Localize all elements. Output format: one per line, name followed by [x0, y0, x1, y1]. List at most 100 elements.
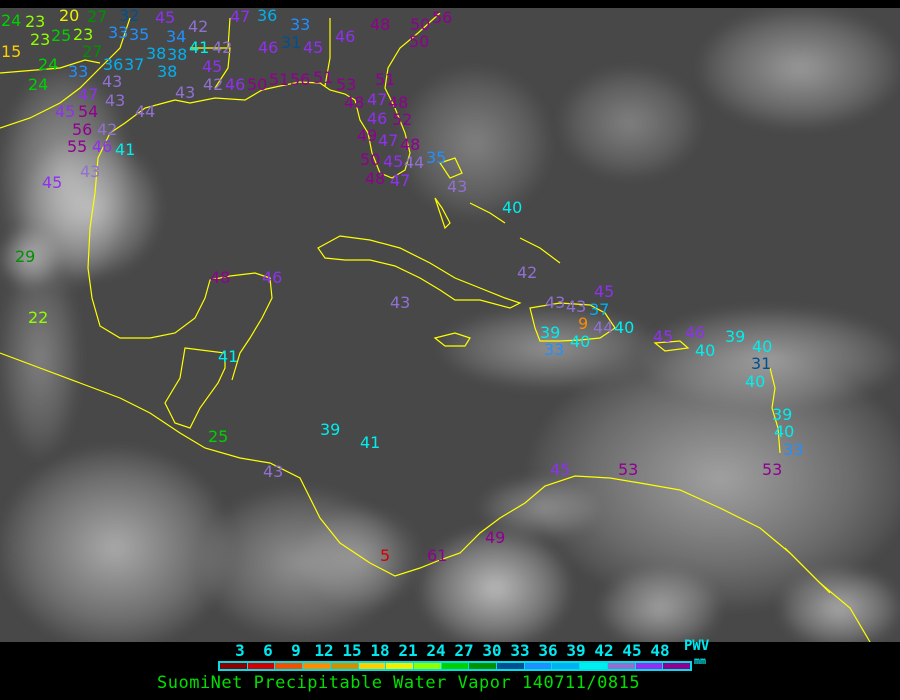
legend-tick-label: 36 [538, 641, 558, 660]
coastline [164, 347, 226, 429]
station-pwv-label: 20 [59, 8, 80, 25]
station-pwv-label: 48 [400, 135, 421, 154]
station-pwv-label: 49 [485, 528, 506, 547]
station-pwv-label: 61 [427, 546, 448, 565]
station-pwv-label: 50 [360, 150, 381, 169]
station-pwv-label: 48 [344, 93, 365, 112]
cloud-mass [300, 508, 420, 608]
legend-tick-label: 45 [622, 641, 642, 660]
station-pwv-label: 46 [367, 109, 388, 128]
legend-swatch [247, 663, 275, 669]
legend-tick-label: 12 [314, 641, 334, 660]
station-pwv-label: 33 [68, 62, 89, 81]
station-pwv-label: 53 [762, 460, 783, 479]
coastline [434, 157, 561, 264]
legend-swatch [607, 663, 635, 669]
station-pwv-label: 33 [544, 340, 565, 359]
station-pwv-label: 24 [28, 75, 49, 94]
station-pwv-label: 47 [78, 85, 99, 104]
station-pwv-label: 41 [189, 38, 210, 57]
station-pwv-label: 51 [375, 70, 396, 89]
station-pwv-label: 56 [432, 8, 453, 27]
station-pwv-label: 46 [685, 323, 706, 342]
station-pwv-label: 39 [772, 405, 793, 424]
station-pwv-label: 45 [594, 282, 615, 301]
legend-swatch [580, 663, 607, 669]
legend-swatch [303, 663, 330, 669]
station-pwv-label: 24 [1, 11, 22, 30]
station-pwv-label: 44 [404, 153, 425, 172]
station-pwv-label: 45 [55, 102, 76, 121]
legend-colorbar [218, 661, 692, 671]
station-pwv-label: 45 [550, 460, 571, 479]
legend-tick-label: 9 [291, 641, 301, 660]
legend-tick-label: 15 [342, 641, 362, 660]
station-pwv-label: 38 [146, 44, 167, 63]
station-pwv-label: 50 [409, 32, 430, 51]
station-pwv-label: 51 [313, 68, 334, 87]
legend-tick-label: 30 [482, 641, 502, 660]
legend-tick-label: 21 [398, 641, 418, 660]
station-pwv-label: 48 [365, 169, 386, 188]
station-pwv-label: 46 [335, 27, 356, 46]
station-pwv-label: 48 [388, 93, 409, 112]
station-pwv-label: 48 [370, 15, 391, 34]
station-pwv-label: 43 [102, 72, 123, 91]
station-pwv-label: 39 [725, 327, 746, 346]
legend-swatch [358, 663, 386, 669]
station-pwv-label: 43 [390, 293, 411, 312]
station-pwv-label: 39 [540, 323, 561, 342]
legend-tick-label: 24 [426, 641, 446, 660]
legend-swatch [552, 663, 580, 669]
legend-swatch [413, 663, 441, 669]
station-pwv-label: 53 [618, 460, 639, 479]
station-pwv-label: 9 [578, 314, 589, 333]
legend-tick-label: 18 [370, 641, 390, 660]
color-legend: 3 6 9 12 15 18 21 24 27 30 33 36 39 42 45 48 PWV mm Suo… [0, 639, 900, 700]
station-pwv-label: 43 [105, 91, 126, 110]
station-pwv-label: 47 [367, 90, 388, 109]
station-pwv-label: 35 [129, 25, 150, 44]
cloud-mass [600, 568, 720, 642]
station-pwv-label: 41 [115, 140, 136, 159]
station-pwv-label: 47 [378, 131, 399, 150]
station-pwv-label: 31 [751, 354, 772, 373]
station-pwv-label: 45 [653, 327, 674, 346]
station-pwv-label: 45 [383, 152, 404, 171]
cloud-mass [0, 448, 230, 642]
station-pwv-label: 44 [593, 318, 614, 337]
station-pwv-label: 31 [281, 33, 302, 52]
station-pwv-label: 42 [212, 38, 233, 57]
station-pwv-label: 27 [82, 42, 103, 61]
station-pwv-label: 37 [589, 300, 610, 319]
station-pwv-label: 51 [269, 70, 290, 89]
station-pwv-label: 34 [166, 27, 187, 46]
station-pwv-label: 46 [92, 137, 113, 156]
legend-swatch [497, 663, 524, 669]
legend-swatch [220, 663, 247, 669]
coastline [317, 235, 522, 309]
station-pwv-label: 40 [752, 337, 773, 356]
cloud-mass [640, 308, 900, 408]
legend-units: mm [694, 656, 707, 667]
station-pwv-label: 15 [1, 42, 22, 61]
station-pwv-label: 23 [25, 12, 46, 31]
station-pwv-label: 41 [218, 347, 239, 366]
legend-swatch [441, 663, 469, 669]
station-pwv-label: 40 [774, 422, 795, 441]
station-pwv-label: 47 [390, 171, 411, 190]
station-pwv-label: 36 [257, 8, 278, 25]
station-pwv-label: 47 [230, 8, 251, 26]
station-pwv-label: 52 [392, 110, 413, 129]
coastline [433, 332, 471, 347]
legend-tick-label: 6 [263, 641, 273, 660]
legend-tick-label: 48 [650, 641, 670, 660]
station-pwv-label: 45 [42, 173, 63, 192]
cloud-mass [700, 8, 900, 128]
station-pwv-label: 46 [258, 38, 279, 57]
station-pwv-label: 53 [336, 75, 357, 94]
station-pwv-label: 36 [103, 55, 124, 74]
station-pwv-label: 39 [320, 420, 341, 439]
station-pwv-label: 38 [167, 45, 188, 64]
coastline [653, 340, 690, 352]
